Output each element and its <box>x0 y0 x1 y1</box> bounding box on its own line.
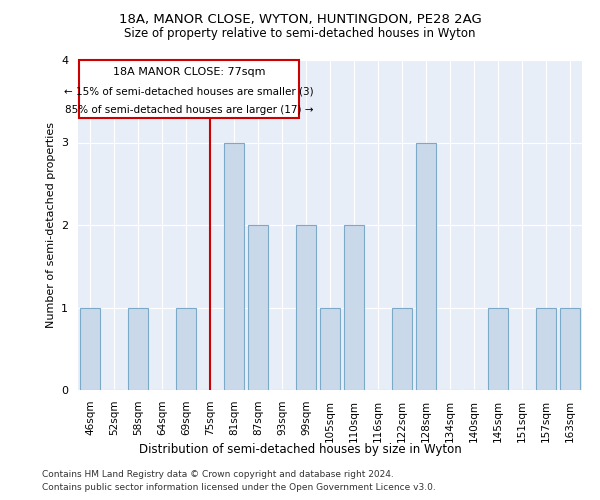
Y-axis label: Number of semi-detached properties: Number of semi-detached properties <box>46 122 56 328</box>
Text: Size of property relative to semi-detached houses in Wyton: Size of property relative to semi-detach… <box>124 28 476 40</box>
Bar <box>320 308 340 390</box>
Bar <box>560 308 580 390</box>
Text: Contains HM Land Registry data © Crown copyright and database right 2024.: Contains HM Land Registry data © Crown c… <box>42 470 394 479</box>
FancyBboxPatch shape <box>79 60 299 118</box>
Bar <box>176 308 196 390</box>
Bar <box>416 142 436 390</box>
Text: ← 15% of semi-detached houses are smaller (3): ← 15% of semi-detached houses are smalle… <box>64 86 314 97</box>
Bar <box>536 308 556 390</box>
Bar <box>392 308 412 390</box>
Text: 18A MANOR CLOSE: 77sqm: 18A MANOR CLOSE: 77sqm <box>113 68 265 78</box>
Text: 18A, MANOR CLOSE, WYTON, HUNTINGDON, PE28 2AG: 18A, MANOR CLOSE, WYTON, HUNTINGDON, PE2… <box>119 12 481 26</box>
Bar <box>224 142 244 390</box>
Text: 85% of semi-detached houses are larger (17) →: 85% of semi-detached houses are larger (… <box>65 106 313 116</box>
Text: Contains public sector information licensed under the Open Government Licence v3: Contains public sector information licen… <box>42 482 436 492</box>
Bar <box>344 225 364 390</box>
Bar <box>128 308 148 390</box>
Bar <box>80 308 100 390</box>
Bar <box>296 225 316 390</box>
Bar <box>248 225 268 390</box>
Text: Distribution of semi-detached houses by size in Wyton: Distribution of semi-detached houses by … <box>139 442 461 456</box>
Bar <box>488 308 508 390</box>
